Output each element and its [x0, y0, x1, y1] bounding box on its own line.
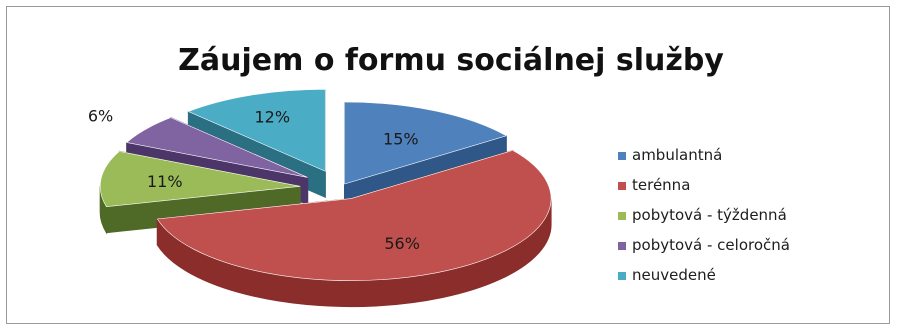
- data-label-0: 15%: [383, 130, 419, 149]
- legend-label-1: terénna: [632, 176, 690, 194]
- pie-slice-3: [126, 117, 308, 178]
- legend: ambulantná terénna pobytová - týždenná poby…: [618, 146, 790, 284]
- pie-labels: 15% 56% 11% 6% 12%: [88, 107, 420, 253]
- legend-label-0: ambulantná: [632, 146, 722, 164]
- pie-slice-2: [99, 151, 301, 208]
- legend-label-4: neuvedené: [632, 266, 716, 284]
- data-label-3: 6%: [88, 107, 113, 126]
- legend-swatch-1: [618, 182, 626, 190]
- legend-label-3: pobytová - celoročná: [632, 236, 790, 254]
- pie-slice-4: [187, 88, 326, 172]
- legend-swatch-2: [618, 212, 626, 220]
- pie-slice-0: [344, 101, 508, 185]
- pie-tops: [99, 88, 552, 281]
- legend-swatch-3: [618, 242, 626, 250]
- pie-slice-1: [156, 150, 552, 281]
- data-label-2: 11%: [147, 172, 183, 191]
- chart-title: Záujem o formu sociálnej služby: [178, 43, 724, 78]
- legend-label-2: pobytová - týždenná: [632, 206, 787, 224]
- legend-swatch-4: [618, 272, 626, 280]
- legend-swatch-0: [618, 152, 626, 160]
- data-label-1: 56%: [384, 234, 420, 253]
- data-label-4: 12%: [254, 107, 290, 126]
